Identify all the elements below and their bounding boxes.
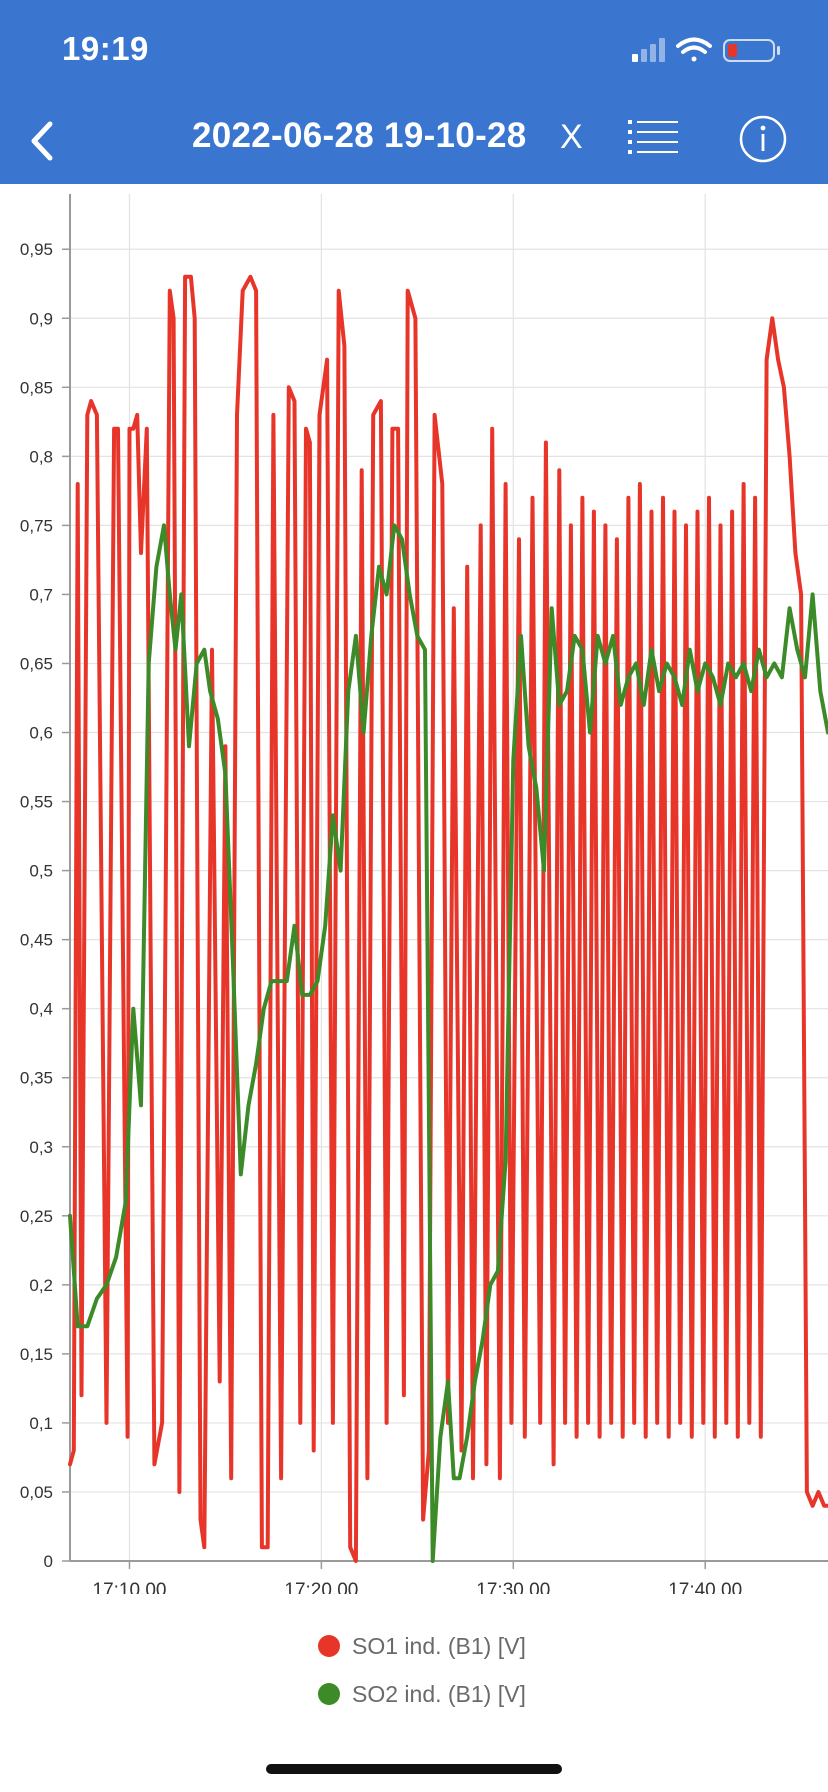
y-tick-label: 0,7 [29,585,53,604]
chart-legend: SO1 ind. (B1) [V] SO2 ind. (B1) [V] [318,1622,526,1718]
y-tick-label: 0,15 [20,1345,53,1364]
y-tick-label: 0,65 [20,654,53,673]
status-time: 19:19 [62,30,149,67]
x-tick-label: 17:20.00 [284,1580,358,1594]
x-tick-labels: 17:10.00 17:20.00 17:30.00 17:40.00 [93,1561,742,1594]
series-so1-line [68,274,828,1563]
cellular-signal-icon [632,38,665,62]
legend-label-so2: SO2 ind. (B1) [V] [352,1680,526,1707]
top-app-bar: 19:19 2022-06-28 19-10-28 X [0,0,828,184]
y-tick-label: 0,45 [20,931,53,950]
info-icon[interactable] [738,114,788,164]
y-tick-labels: 0 0,05 0,1 0,15 0,2 0,25 0,3 0,35 0,4 0,45 0,5 0,55… [20,240,70,1571]
x-tick-label: 17:10.00 [93,1580,167,1594]
legend-dot-so2 [318,1683,340,1705]
list-icon[interactable] [628,118,678,158]
y-tick-label: 0,75 [20,516,53,535]
x-tick-label: 17:40.00 [668,1580,742,1594]
line-chart: 0 0,05 0,1 0,15 0,2 0,25 0,3 0,35 0,4 0,45 0,5 0,55… [20,194,828,1594]
y-tick-label: 0,05 [20,1483,53,1502]
battery-low-icon [723,39,780,62]
legend-dot-so1 [318,1635,340,1657]
y-tick-label: 0,3 [29,1138,53,1157]
close-button[interactable]: X [560,118,583,156]
y-tick-label: 0,85 [20,378,53,397]
x-tick-label: 17:30.00 [476,1580,550,1594]
legend-item-so2[interactable]: SO2 ind. (B1) [V] [318,1670,526,1718]
y-tick-label: 0,1 [29,1414,53,1433]
status-icons [632,37,780,62]
y-tick-label: 0,4 [29,1000,53,1019]
legend-label-so1: SO1 ind. (B1) [V] [352,1632,526,1659]
session-title: 2022-06-28 19-10-28 [192,116,527,155]
wifi-icon [676,37,712,62]
chevron-left-icon[interactable] [22,116,62,166]
home-indicator [266,1764,562,1774]
y-tick-label: 0,9 [29,309,53,328]
series-lines [68,274,828,1563]
legend-item-so1[interactable]: SO1 ind. (B1) [V] [318,1622,526,1670]
y-tick-label: 0,55 [20,793,53,812]
y-tick-label: 0,25 [20,1207,53,1226]
y-tick-label: 0,5 [29,862,53,881]
axes [69,194,828,1562]
y-tick-label: 0 [44,1552,53,1571]
series-so2-line [68,523,828,1563]
y-tick-label: 0,8 [29,447,53,466]
y-tick-label: 0,2 [29,1276,53,1295]
y-tick-label: 0,95 [20,240,53,259]
y-tick-label: 0,35 [20,1069,53,1088]
y-tick-label: 0,6 [29,724,53,743]
